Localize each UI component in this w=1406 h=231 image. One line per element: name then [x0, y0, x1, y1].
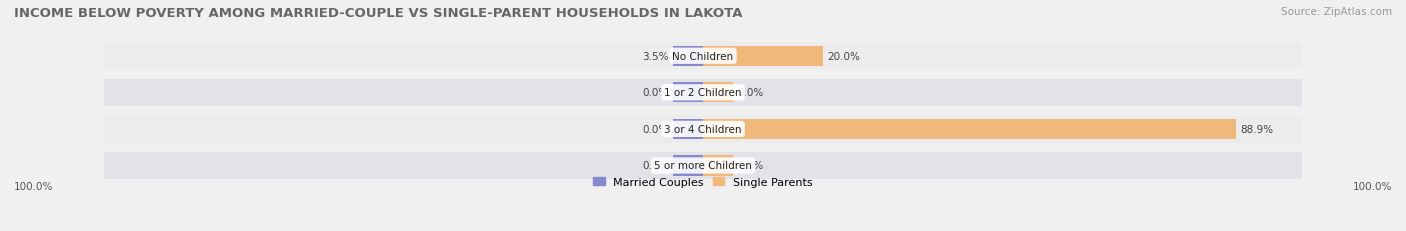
Text: 20.0%: 20.0%	[828, 52, 860, 61]
Text: 1 or 2 Children: 1 or 2 Children	[664, 88, 742, 98]
Legend: Married Couples, Single Parents: Married Couples, Single Parents	[589, 173, 817, 192]
Bar	[104, 79, 1302, 106]
Text: 5 or more Children: 5 or more Children	[654, 161, 752, 171]
Text: 0.0%: 0.0%	[738, 161, 763, 171]
Bar	[104, 43, 1302, 70]
Text: 88.9%: 88.9%	[1240, 124, 1274, 134]
Bar	[104, 152, 1302, 179]
Bar	[673, 46, 703, 67]
Bar	[703, 46, 823, 67]
Text: INCOME BELOW POVERTY AMONG MARRIED-COUPLE VS SINGLE-PARENT HOUSEHOLDS IN LAKOTA: INCOME BELOW POVERTY AMONG MARRIED-COUPL…	[14, 7, 742, 20]
Text: 0.0%: 0.0%	[643, 88, 668, 98]
Text: 3.5%: 3.5%	[641, 52, 668, 61]
Bar	[703, 156, 733, 176]
Text: 100.0%: 100.0%	[14, 181, 53, 191]
Text: No Children: No Children	[672, 52, 734, 61]
Bar	[673, 83, 703, 103]
Bar	[703, 119, 1236, 139]
Text: 0.0%: 0.0%	[738, 88, 763, 98]
Text: 0.0%: 0.0%	[643, 161, 668, 171]
Bar	[673, 156, 703, 176]
Bar	[104, 116, 1302, 143]
Text: Source: ZipAtlas.com: Source: ZipAtlas.com	[1281, 7, 1392, 17]
Text: 100.0%: 100.0%	[1353, 181, 1392, 191]
Bar	[673, 119, 703, 139]
Text: 0.0%: 0.0%	[643, 124, 668, 134]
Bar	[703, 83, 733, 103]
Text: 3 or 4 Children: 3 or 4 Children	[664, 124, 742, 134]
